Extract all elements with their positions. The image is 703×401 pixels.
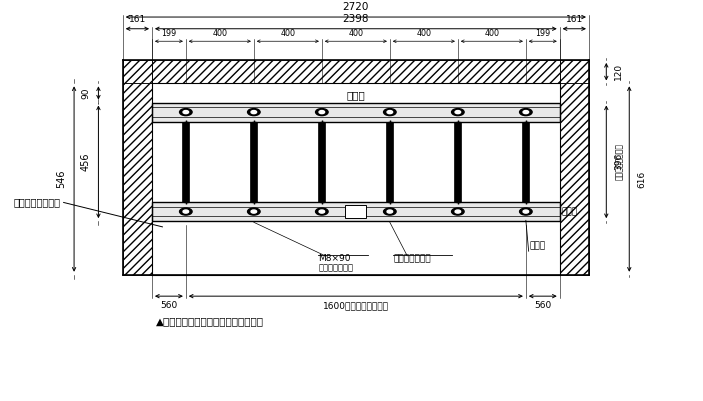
Bar [522, 122, 529, 202]
Bar [387, 122, 393, 202]
Circle shape [520, 109, 532, 115]
Bar [123, 83, 152, 275]
Circle shape [179, 208, 192, 215]
Bar [318, 122, 325, 202]
Circle shape [387, 210, 392, 213]
Text: 560: 560 [534, 301, 551, 310]
Bar [182, 122, 189, 202]
Circle shape [384, 109, 396, 115]
Text: 前土台: 前土台 [529, 241, 546, 250]
Bar [345, 205, 366, 218]
Text: 199: 199 [535, 29, 550, 38]
Circle shape [183, 210, 188, 213]
Circle shape [316, 109, 328, 115]
Bar [454, 122, 461, 202]
Text: 後土台: 後土台 [347, 90, 366, 100]
Circle shape [319, 210, 325, 213]
Text: 2720: 2720 [342, 2, 369, 12]
Text: 161: 161 [129, 15, 146, 24]
Text: アンカーボルト: アンカーボルト [318, 263, 354, 272]
Circle shape [179, 109, 192, 115]
Text: 1600（アンカー芯々）: 1600（アンカー芯々） [323, 301, 389, 310]
Text: 400: 400 [349, 29, 363, 38]
Bar [123, 60, 589, 83]
Circle shape [451, 109, 464, 115]
Text: 546: 546 [56, 170, 66, 188]
Text: 120: 120 [614, 63, 623, 80]
Circle shape [523, 210, 529, 213]
Text: 456: 456 [81, 152, 91, 171]
Bar [152, 83, 560, 275]
Text: 161: 161 [566, 15, 583, 24]
Circle shape [251, 111, 257, 113]
Circle shape [247, 208, 260, 215]
Text: ダイケンシール: ダイケンシール [393, 254, 431, 263]
Circle shape [455, 210, 460, 213]
Text: 560: 560 [160, 301, 178, 310]
Text: 400: 400 [280, 29, 295, 38]
Text: ▲矢印の方向は自転車収納方向を示す: ▲矢印の方向は自転車収納方向を示す [155, 316, 264, 326]
Text: 400: 400 [212, 29, 227, 38]
Bar [250, 122, 257, 202]
Circle shape [319, 111, 325, 113]
Text: 199: 199 [161, 29, 176, 38]
Circle shape [387, 111, 392, 113]
Circle shape [316, 208, 328, 215]
Circle shape [523, 111, 529, 113]
Bar [152, 103, 560, 122]
Circle shape [451, 208, 464, 215]
Circle shape [455, 111, 460, 113]
Text: 400: 400 [416, 29, 432, 38]
Text: 400: 400 [484, 29, 499, 38]
Text: 前土台: 前土台 [561, 207, 577, 216]
Bar [152, 202, 560, 221]
Bar [560, 60, 589, 83]
Text: M8×90: M8×90 [318, 254, 351, 263]
Bar [123, 60, 152, 83]
Text: （アンカー芯々）: （アンカー芯々） [615, 143, 624, 180]
Text: 396: 396 [614, 153, 623, 170]
Text: 616: 616 [637, 170, 646, 188]
Circle shape [384, 208, 396, 215]
Circle shape [183, 111, 188, 113]
Circle shape [520, 208, 532, 215]
Bar [560, 83, 589, 275]
Bar [123, 60, 589, 275]
Text: 土間コンクリート: 土間コンクリート [13, 197, 60, 207]
Circle shape [247, 109, 260, 115]
Text: 90: 90 [82, 87, 91, 99]
Text: 2398: 2398 [342, 14, 369, 24]
Circle shape [251, 210, 257, 213]
